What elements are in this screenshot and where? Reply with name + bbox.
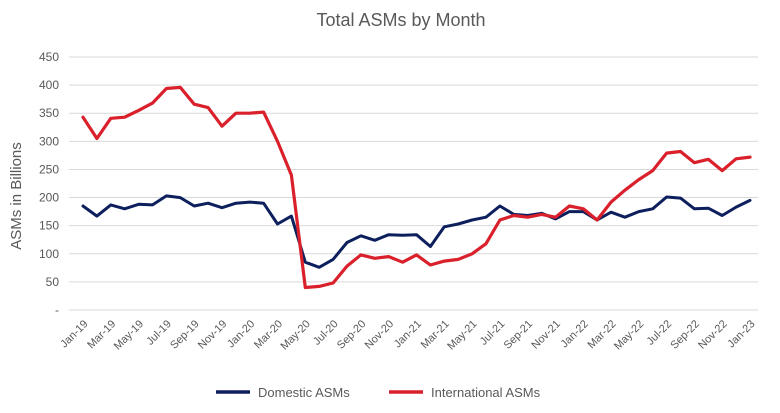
y-tick-label: 200 bbox=[39, 191, 59, 205]
x-tick-label: Jan-20 bbox=[225, 318, 257, 350]
y-tick-label: 450 bbox=[39, 50, 59, 64]
legend-label: International ASMs bbox=[431, 385, 541, 400]
y-tick-label: 400 bbox=[39, 78, 59, 92]
x-tick-label: Nov-21 bbox=[529, 318, 563, 352]
legend: Domestic ASMs International ASMs bbox=[216, 385, 541, 400]
x-tick-label: Sep-20 bbox=[335, 318, 369, 352]
y-axis-ticks: - 50 100 150 200 250 300 350 400 450 bbox=[39, 50, 59, 317]
x-tick-label: May-22 bbox=[612, 318, 646, 352]
legend-label: Domestic ASMs bbox=[258, 385, 350, 400]
y-tick-label: 300 bbox=[39, 134, 59, 148]
y-tick-label: - bbox=[55, 303, 59, 317]
x-tick-label: Jan-19 bbox=[58, 318, 90, 350]
x-tick-label: Sep-19 bbox=[168, 318, 202, 352]
x-tick-label: May-21 bbox=[445, 318, 479, 352]
series-line-domestic-asms bbox=[81, 194, 752, 269]
chart-title: Total ASMs by Month bbox=[316, 10, 485, 30]
x-tick-label: May-20 bbox=[278, 318, 312, 352]
y-tick-label: 250 bbox=[39, 162, 59, 176]
x-tick-label: May-19 bbox=[112, 318, 146, 352]
x-tick-label: Nov-22 bbox=[696, 318, 730, 352]
gridlines bbox=[69, 56, 758, 311]
y-tick-label: 150 bbox=[39, 219, 59, 233]
x-tick-label: Nov-20 bbox=[363, 318, 397, 352]
series-lines bbox=[81, 85, 752, 290]
y-tick-label: 350 bbox=[39, 106, 59, 120]
series-line-international-asms bbox=[81, 85, 752, 290]
x-tick-label: Nov-19 bbox=[196, 318, 230, 352]
x-tick-label: Jan-21 bbox=[392, 318, 424, 350]
x-tick-label: Sep-22 bbox=[668, 318, 702, 352]
x-tick-label: Jan-22 bbox=[559, 318, 591, 350]
x-tick-label: Jan-23 bbox=[725, 318, 757, 350]
y-tick-label: 100 bbox=[39, 247, 59, 261]
y-tick-label: 50 bbox=[46, 275, 60, 289]
x-tick-label: Sep-21 bbox=[502, 318, 536, 352]
y-axis-title: ASMs in Billions bbox=[8, 142, 25, 250]
x-axis-ticks: Jan-19Mar-19May-19Jul-19Sep-19Nov-19Jan-… bbox=[58, 318, 757, 352]
